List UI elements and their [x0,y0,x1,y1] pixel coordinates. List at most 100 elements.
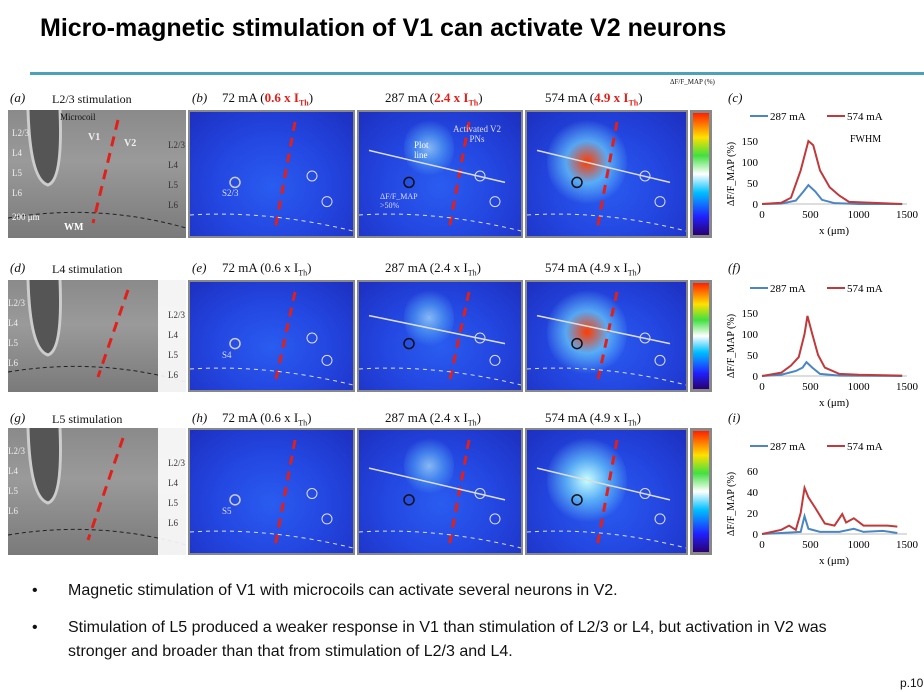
bullet-text: Magnetic stimulation of V1 with microcoi… [68,582,618,599]
fluorescence-map [188,428,355,555]
map-overlay [527,121,686,232]
current-close: ) [478,90,483,105]
current-close: ) [308,90,314,105]
colorbar [690,280,712,392]
current-label: 72 mA (0.6 x ITh) [222,90,313,108]
layer-label: L4 [8,318,18,328]
layer-label: L6 [12,188,22,198]
bullet-dot: • [32,619,38,636]
layer-label: L4 [168,330,178,340]
stimulation-label: L4 stimulation [52,262,123,276]
fluorescence-map [525,428,688,555]
current-label: 287 mA (2.4 x ITh) [385,90,483,108]
stimulation-site-label: S5 [222,505,232,516]
panel-label-chart: (c) [728,90,743,105]
layer-label: L5 [8,338,18,348]
bullet-1: • Magnetic stimulation of V1 with microco… [32,582,888,600]
anatomy-image [8,428,186,555]
colorbar-label: ΔF/F_MAP (%) [670,78,715,86]
threshold-multiple: 4.9 x I [594,410,628,425]
current-label: 72 mA (0.6 x ITh) [222,410,311,428]
bullet-text: Stimulation of L5 produced a weaker resp… [68,619,827,660]
threshold-subscript: Th [467,418,477,428]
anatomy-overlay [8,428,186,555]
threshold-subscript: Th [627,268,637,278]
layer-label: L4 [168,478,178,488]
layer-label: L5 [12,168,22,178]
microcoil-label: Microcoil [60,112,96,122]
series-line-287-mA [761,183,903,205]
threshold-multiple: 2.4 x I [434,410,468,425]
threshold-multiple: 4.9 x I [594,260,628,275]
x-tick-label: 1000 [848,381,871,393]
x-axis-label: x (μm) [819,397,849,408]
current-close: ) [476,410,481,425]
x-axis-label: x (μm) [819,555,849,566]
series-line-574-mA [761,484,898,535]
x-tick-label: 500 [802,209,819,221]
fluorescence-map [188,280,355,392]
panel-label-anatomy: (d) [10,260,26,275]
current-value: 287 mA ( [385,260,435,275]
anatomy-image [8,280,186,392]
bullet-dot: • [32,582,38,599]
y-tick-label: 60 [747,466,759,478]
x-tick-label: 1500 [896,381,919,393]
x-tick-label: 1500 [896,539,919,551]
fluorescence-map [357,280,523,392]
x-tick-label: 1000 [848,539,871,551]
y-tick-label: 0 [753,199,759,211]
threshold-multiple: 4.9 x I [594,90,629,105]
layer-label: L5 [168,350,178,360]
anatomy-image [8,110,186,238]
stimulation-label: L2/3 stimulation [52,92,132,106]
y-tick-label: 50 [747,178,759,190]
y-tick-label: 20 [747,508,759,520]
layer-label: L4 [8,466,18,476]
layer-label: L6 [168,370,178,380]
current-value: 72 mA ( [222,90,265,105]
map-overlay [359,291,521,386]
map-overlay [190,439,353,549]
threshold-multiple: 0.6 x I [264,260,299,275]
anatomy-overlay [8,280,186,392]
current-value: 287 mA ( [385,90,435,105]
y-tick-label: 0 [753,371,759,383]
y-tick-label: 40 [747,487,759,499]
legend-label: 287 mA [770,283,806,295]
layer-label: L5 [8,486,18,496]
panel-label-maps: (e) [192,260,207,275]
layer-label: L2/3 [8,446,25,456]
threshold-multiple: 2.4 x I [434,260,468,275]
threshold-multiple: 0.6 x I [264,90,299,105]
page-number: p.10 [900,676,924,690]
layer-label: L6 [8,358,18,368]
x-tick-label: 0 [759,539,765,551]
layer-label: L2/3 [168,310,185,320]
map-overlay [190,291,353,386]
v1-label: V1 [88,132,101,143]
v2-label: V2 [124,138,137,149]
current-label: 287 mA (2.4 x ITh) [385,260,481,278]
map-overlay [527,291,686,386]
threshold-subscript: Th [468,98,479,108]
line-chart: 0 500 1000 1500 0 20 40 60 x (μm) ΔF/F_MAP (%) 287… [726,441,919,566]
line-chart: 0 500 1000 1500 0 50 100 150 x (μm) ΔF/F_MAP (%) 2… [726,283,919,408]
current-close: ) [636,410,641,425]
current-close: ) [636,260,641,275]
x-axis-label: x (μm) [819,225,849,236]
panel-label-anatomy: (a) [10,90,26,105]
panel-label-maps: (h) [192,410,208,425]
y-tick-label: 150 [742,308,759,320]
x-tick-label: 0 [759,209,765,221]
activation-region [404,287,454,349]
current-label: 72 mA (0.6 x ITh) [222,260,311,278]
layer-label: L6 [168,200,178,210]
map-overlay [527,439,686,549]
fwhm-annotation: FWHM [850,134,881,145]
x-tick-label: 500 [802,381,819,393]
line-chart: 0 500 1000 1500 0 50 100 150 x (μm) ΔF/F_MAP (%) 2… [726,111,919,236]
layer-label: L5 [168,180,178,190]
layer-label: L5 [168,498,178,508]
current-label: 574 mA (4.9 x ITh) [545,260,641,278]
